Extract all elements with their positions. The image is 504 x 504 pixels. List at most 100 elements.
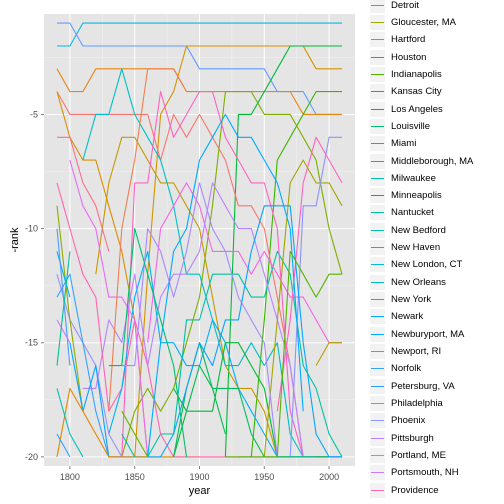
legend-label: Minneapolis bbox=[391, 190, 442, 202]
legend-key-line bbox=[371, 4, 384, 6]
series-line-albany bbox=[69, 159, 149, 457]
legend-label: New Bedford bbox=[391, 224, 446, 236]
legend-key-line bbox=[371, 56, 384, 58]
series-line-detroit bbox=[108, 91, 343, 458]
legend-label: Hartford bbox=[391, 34, 426, 46]
series-line-petersburg-va bbox=[56, 433, 71, 458]
legend-item: Miami bbox=[370, 135, 416, 152]
legend-key bbox=[370, 413, 385, 429]
legend-key-line bbox=[371, 212, 384, 214]
legend-label: Milwaukee bbox=[391, 172, 436, 184]
legend-item: New Bedford bbox=[370, 222, 446, 239]
legend-item: Nantucket bbox=[370, 204, 434, 221]
legend-key bbox=[370, 0, 385, 13]
legend-item: Newark bbox=[370, 308, 423, 325]
legend-key-line bbox=[371, 125, 384, 127]
legend-key-line bbox=[371, 281, 384, 283]
y-tick-label: -20 bbox=[25, 452, 38, 462]
legend-label: Petersburg, VA bbox=[391, 380, 455, 392]
legend-key bbox=[370, 101, 385, 117]
legend-key-line bbox=[371, 91, 384, 93]
legend-key-line bbox=[371, 229, 384, 231]
chart-plot: 1800 1850 1900 1950 2000 -5 -10 -15 -20 year -r… bbox=[9, 14, 355, 497]
legend-label: Portsmouth, NH bbox=[391, 467, 459, 479]
legend-label: Nantucket bbox=[391, 207, 434, 219]
x-tick-label: 1850 bbox=[125, 472, 145, 482]
series-line-san-francisco bbox=[147, 182, 342, 344]
legend-item: Hartford bbox=[370, 31, 425, 48]
legend-key bbox=[370, 205, 385, 221]
legend-key-line bbox=[371, 143, 384, 145]
legend-item: New Orleans bbox=[370, 274, 446, 291]
legend-key bbox=[370, 118, 385, 134]
series-line-portsmouth-nh bbox=[56, 319, 71, 343]
legend-label: Newburyport, MA bbox=[391, 328, 465, 340]
legend-label: Pittsburgh bbox=[391, 432, 434, 444]
legend-key-line bbox=[371, 403, 384, 405]
legend-key bbox=[370, 32, 385, 48]
legend-key-line bbox=[371, 264, 384, 266]
legend-key bbox=[370, 396, 385, 412]
series-line-newburyport-ma bbox=[56, 251, 71, 298]
legend-key bbox=[370, 14, 385, 30]
legend-label: Portland, ME bbox=[391, 449, 446, 461]
legend-item: Indianapolis bbox=[370, 66, 442, 83]
legend-item: New London, CT bbox=[370, 256, 462, 273]
legend-item: Phoenix bbox=[370, 412, 425, 429]
legend-key bbox=[370, 430, 385, 446]
legend-item: Kansas City bbox=[370, 83, 442, 100]
legend-key-line bbox=[371, 247, 384, 249]
legend-key bbox=[370, 49, 385, 65]
legend-item: Newport, RI bbox=[370, 343, 441, 360]
legend-key bbox=[370, 188, 385, 204]
legend-label: Indianapolis bbox=[391, 68, 442, 80]
legend-key-line bbox=[371, 351, 384, 353]
legend-label: New London, CT bbox=[391, 259, 463, 271]
legend-key-line bbox=[371, 489, 384, 491]
series-lines bbox=[56, 22, 343, 458]
legend-key-line bbox=[371, 420, 384, 422]
x-tick-label: 1900 bbox=[189, 472, 209, 482]
x-tick-label: 2000 bbox=[319, 472, 339, 482]
legend-label: New York bbox=[391, 294, 432, 306]
legend-key bbox=[370, 240, 385, 256]
series-line-phoenix bbox=[289, 136, 342, 457]
legend-item: Louisville bbox=[370, 118, 430, 135]
legend-key bbox=[370, 361, 385, 377]
legend-key bbox=[370, 465, 385, 481]
legend-key-line bbox=[371, 472, 384, 474]
legend-item: Newburyport, MA bbox=[370, 326, 464, 343]
legend-key-line bbox=[371, 316, 384, 318]
y-tick-label: -10 bbox=[25, 224, 38, 234]
series-line-newport-ri bbox=[56, 228, 71, 366]
legend-item: Houston bbox=[370, 49, 426, 66]
legend-item: Petersburg, VA bbox=[370, 378, 455, 395]
series-line-cleveland bbox=[147, 113, 304, 457]
series-line-columbus bbox=[315, 342, 342, 366]
legend-key bbox=[370, 170, 385, 186]
series-line-richmond bbox=[56, 387, 148, 458]
legend-key-line bbox=[371, 39, 384, 41]
legend-key-line bbox=[371, 299, 384, 301]
series-line-new-york bbox=[57, 22, 342, 47]
series-line-new-haven bbox=[56, 388, 84, 458]
legend-item: Gloucester, MA bbox=[370, 14, 456, 31]
legend-label: New Haven bbox=[391, 242, 441, 254]
legend-label: Miami bbox=[391, 138, 417, 150]
legend-label: Newark bbox=[391, 311, 424, 323]
legend-label: Los Angeles bbox=[391, 103, 443, 115]
series-line-los-angeles bbox=[224, 45, 342, 457]
legend-key bbox=[370, 378, 385, 394]
legend-item: Providence bbox=[370, 482, 439, 499]
legend-key-line bbox=[371, 160, 384, 162]
legend-label: Louisville bbox=[391, 120, 431, 132]
legend-item: Detroit bbox=[370, 0, 419, 14]
legend-item: New Haven bbox=[370, 239, 440, 256]
legend-key bbox=[370, 309, 385, 325]
legend-item: Philadelphia bbox=[370, 395, 443, 412]
legend-item: Los Angeles bbox=[370, 100, 443, 117]
y-tick-label: -5 bbox=[30, 109, 38, 119]
series-line-dallas bbox=[263, 159, 343, 457]
legend-label: Gloucester, MA bbox=[391, 16, 456, 28]
legend-key-line bbox=[371, 177, 384, 179]
